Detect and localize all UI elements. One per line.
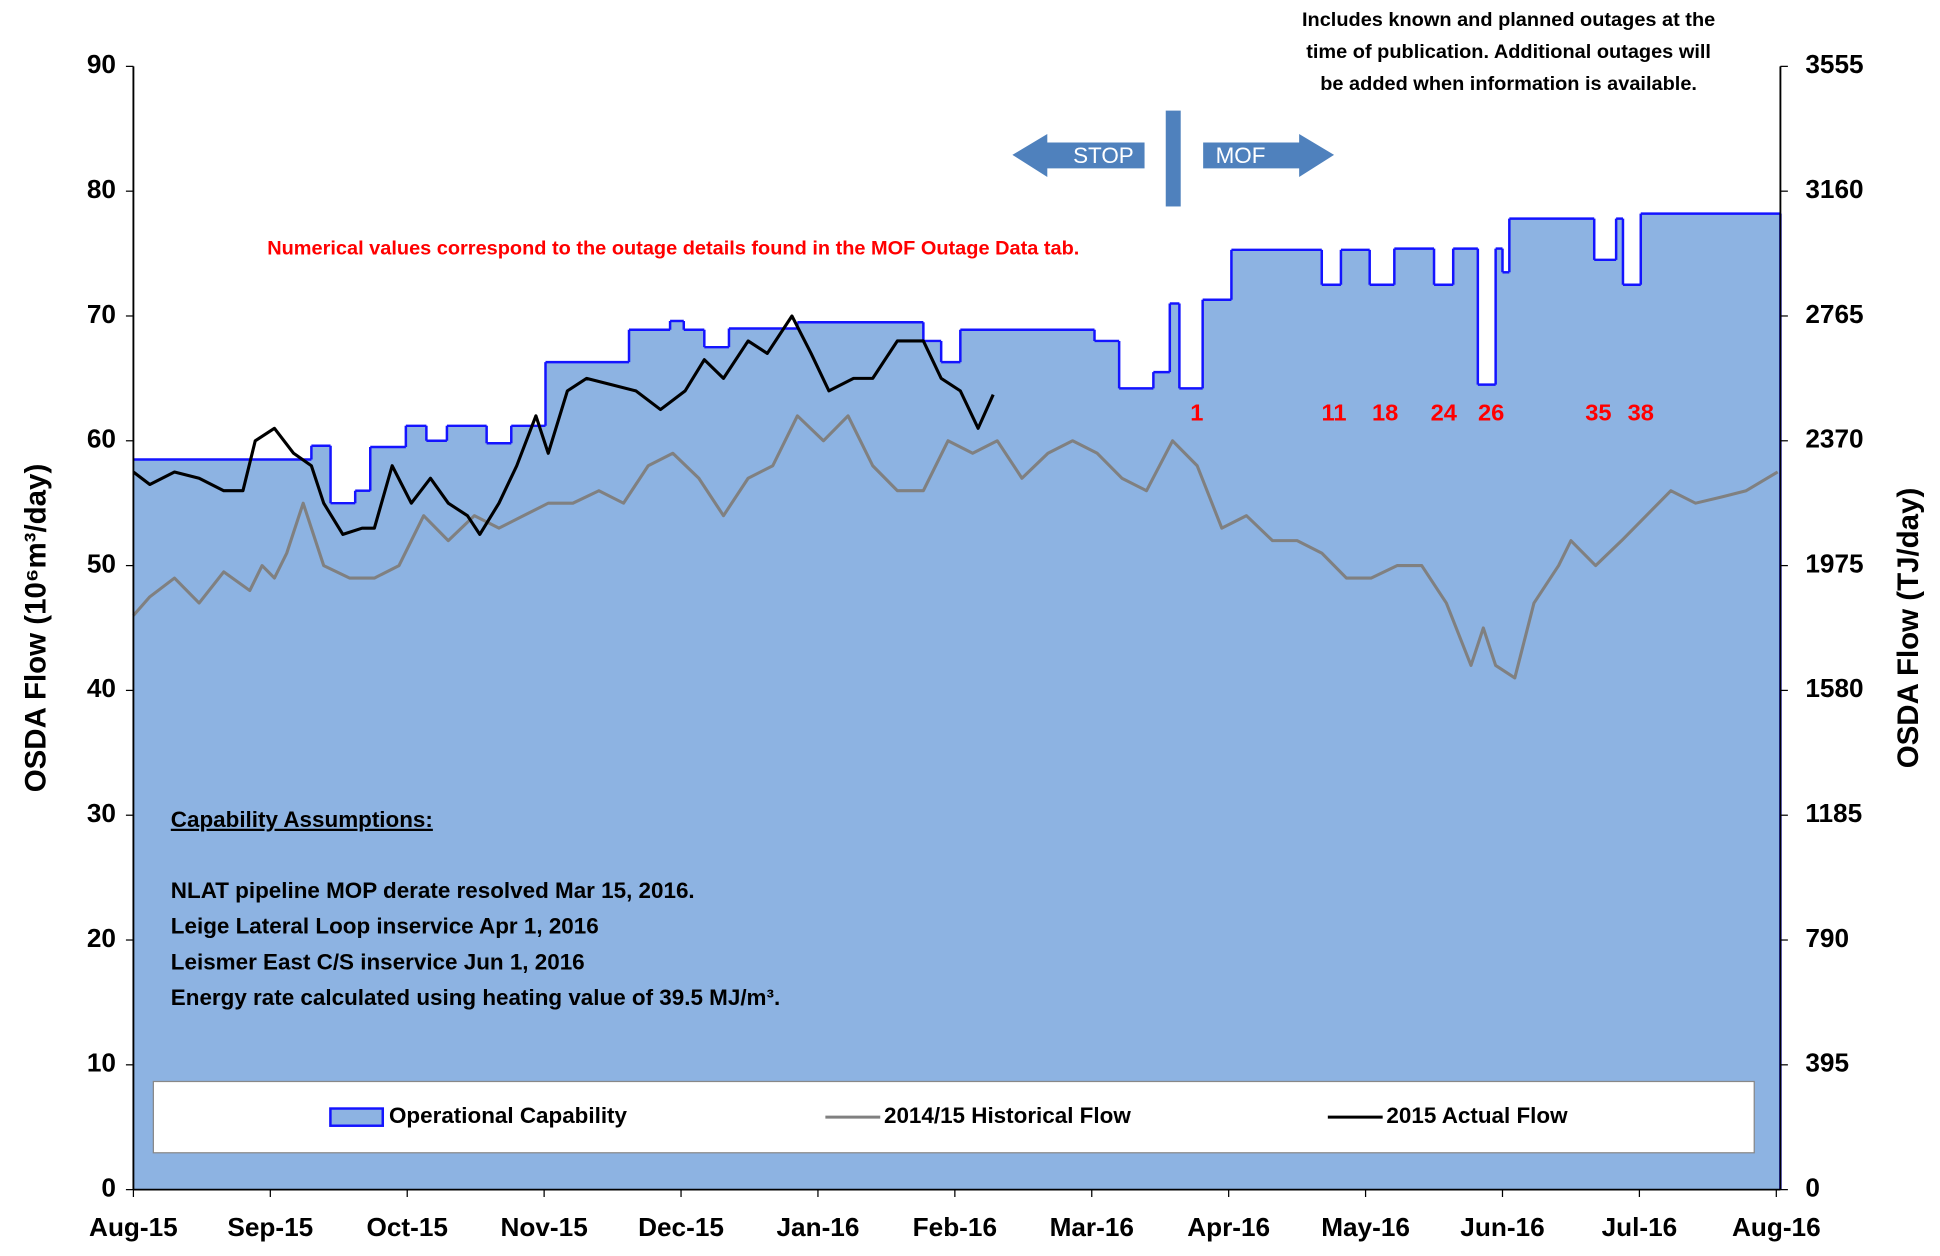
- y-tick-label: 70: [87, 299, 116, 329]
- flow-line: [132, 314, 995, 536]
- x-tick-label: Feb-16: [913, 1212, 997, 1242]
- y-axis-label: OSDA Flow (10⁶m³/day): [19, 464, 52, 793]
- x-tick-label: Aug-16: [1732, 1212, 1821, 1242]
- outage-label: 38: [1628, 399, 1654, 425]
- note-line: Includes known and planned outages at th…: [1302, 9, 1715, 31]
- y2-tick-label: 2370: [1805, 424, 1863, 454]
- note-line: be added when information is available.: [1320, 73, 1697, 95]
- outage-label: 1: [1190, 399, 1203, 425]
- x-tick-label: Jul-16: [1602, 1212, 1678, 1242]
- y2-tick-label: 1975: [1805, 549, 1863, 579]
- x-tick-label: Aug-15: [89, 1212, 178, 1242]
- y-tick-label: 10: [87, 1048, 116, 1078]
- outage-label: 11: [1322, 399, 1347, 425]
- outage-label: 35: [1585, 399, 1611, 425]
- x-tick-label: Dec-15: [638, 1212, 724, 1242]
- plot-area: [125, 65, 1788, 1198]
- legend-swatch: [329, 1107, 385, 1127]
- y-tick-label: 30: [87, 798, 116, 828]
- y-tick-label: 20: [87, 923, 116, 953]
- assumption: Leige Lateral Loop inservice Apr 1, 2016: [171, 914, 599, 939]
- outage-note: Numerical values correspond to the outag…: [267, 238, 1079, 260]
- x-tick-label: Nov-15: [500, 1212, 587, 1242]
- x-tick-label: Jan-16: [776, 1212, 859, 1242]
- legend-label: Operational Capability: [389, 1103, 628, 1128]
- y2-tick-label: 3555: [1805, 49, 1863, 79]
- y2-tick-label: 2765: [1805, 299, 1863, 329]
- y-tick-label: 60: [87, 424, 116, 454]
- legend-label: 2014/15 Historical Flow: [884, 1103, 1131, 1128]
- y-tick-label: 90: [87, 49, 116, 79]
- note-line: time of publication. Additional outages …: [1306, 41, 1711, 63]
- divider: [1165, 110, 1181, 207]
- y-tick-label: 50: [87, 549, 116, 579]
- step-riser: [310, 213, 1782, 1190]
- assumption: Energy rate calculated using heating val…: [171, 985, 780, 1010]
- legend-label: 2015 Actual Flow: [1386, 1103, 1568, 1128]
- outage-label: 18: [1372, 399, 1398, 425]
- y2-tick-label: 395: [1805, 1048, 1849, 1078]
- y2-tick-label: 3160: [1805, 174, 1863, 204]
- mof-label: MOF: [1216, 143, 1266, 168]
- assumptions-title: Capability Assumptions:: [171, 807, 433, 832]
- mof-arrow: [1203, 133, 1335, 177]
- y2-tick-label: 1580: [1805, 673, 1863, 703]
- x-tick-label: May-16: [1321, 1212, 1410, 1242]
- legend-box: [152, 1080, 1755, 1154]
- x-tick-label: Oct-15: [366, 1212, 447, 1242]
- y2-tick-label: 1185: [1805, 798, 1862, 828]
- y2-axis-label: OSDA Flow (TJ/day): [1892, 488, 1925, 769]
- stop-arrow: [1012, 133, 1145, 177]
- x-tick-label: Mar-16: [1050, 1212, 1134, 1242]
- direction-graphic: STOP MOF: [1012, 110, 1335, 207]
- x-tick-label: Apr-16: [1187, 1212, 1270, 1242]
- x-tick-label: Jun-16: [1460, 1212, 1544, 1242]
- assumption: NLAT pipeline MOP derate resolved Mar 15…: [171, 878, 695, 903]
- flow-line: [132, 414, 1779, 680]
- capability-area: [133, 213, 1781, 1190]
- outage-label: 24: [1431, 399, 1457, 425]
- assumption: Leismer East C/S inservice Jun 1, 2016: [171, 949, 585, 974]
- y2-tick-label: 0: [1805, 1173, 1820, 1203]
- y2-tick-label: 790: [1805, 923, 1849, 953]
- stop-label: STOP: [1073, 143, 1134, 168]
- y-tick-label: 80: [87, 174, 116, 204]
- outage-label: 26: [1478, 399, 1504, 425]
- x-tick-label: Sep-15: [227, 1212, 313, 1242]
- y-tick-label: 40: [87, 673, 116, 703]
- y-tick-label: 0: [101, 1173, 116, 1203]
